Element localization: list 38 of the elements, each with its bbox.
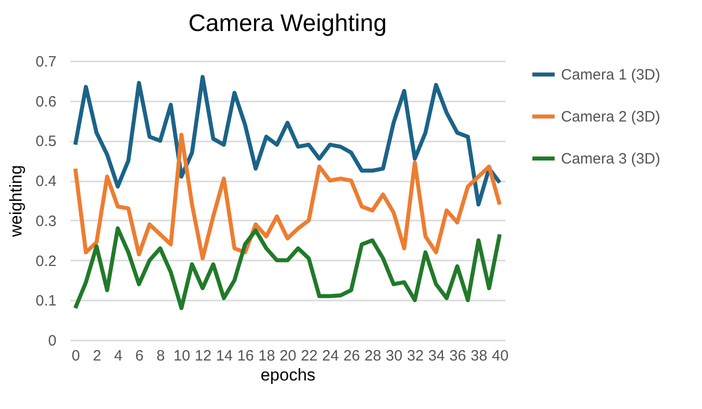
x-tick-label: 14	[216, 348, 233, 364]
x-tick-label: 28	[364, 348, 382, 364]
x-tick-label: 40	[492, 348, 509, 364]
x-axis-title: epochs	[260, 366, 316, 384]
y-tick-label: 0.1	[36, 292, 56, 310]
line-series	[73, 74, 502, 206]
y-tick-label: 0.4	[36, 173, 56, 190]
x-tick-label: 26	[343, 348, 360, 364]
x-tick-label: 2	[92, 348, 102, 364]
legend-label: Camera 3 (3D)	[561, 150, 660, 168]
y-tick-label: 0	[48, 332, 56, 350]
x-tick-label: 4	[114, 348, 122, 364]
x-tick-label: 18	[258, 348, 276, 364]
x-tick-label: 12	[194, 348, 212, 364]
x-tick-label: 8	[156, 348, 165, 364]
x-tick-label: 30	[386, 348, 402, 364]
y-tick-label: 0.7	[36, 54, 56, 70]
y-tick-label: 0.3	[36, 212, 56, 230]
x-tick-label: 38	[470, 348, 488, 364]
x-tick-label: 20	[280, 348, 296, 364]
x-tick-label: 22	[300, 348, 318, 364]
x-tick-label: 6	[135, 348, 144, 364]
legend-label: Camera 2 (3D)	[561, 108, 660, 126]
line-series	[73, 226, 502, 310]
legend-label: Camera 1 (3D)	[561, 66, 660, 84]
y-tick-label: 0.6	[36, 93, 56, 110]
y-tick-label: 0.5	[36, 133, 56, 150]
y-tick-label: 0.2	[36, 252, 56, 270]
x-tick-label: 36	[449, 348, 466, 364]
x-tick-label: 24	[322, 348, 339, 364]
x-tick-label: 32	[406, 348, 424, 364]
x-tick-label: 16	[237, 348, 254, 364]
x-tick-label: 10	[174, 348, 190, 364]
chart-title: Camera Weighting	[188, 10, 387, 37]
line-series	[73, 132, 502, 260]
x-tick-label: 0	[72, 348, 80, 364]
x-tick-label: 34	[428, 348, 445, 364]
y-axis-title: weighting	[6, 165, 26, 238]
